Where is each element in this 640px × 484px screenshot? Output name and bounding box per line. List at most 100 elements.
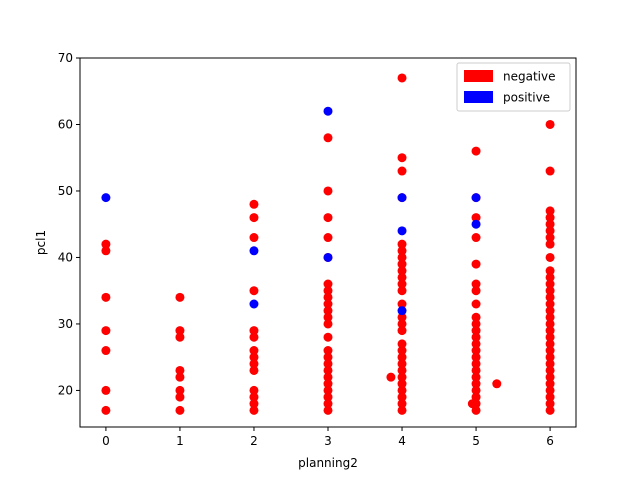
negative-point <box>249 392 259 402</box>
y-axis-ticks: 20 30 40 50 60 70 <box>58 51 80 397</box>
negative-point <box>323 306 333 316</box>
negative-point <box>545 213 555 223</box>
negative-point <box>323 372 333 382</box>
negative-point <box>545 226 555 236</box>
negative-point <box>545 392 555 402</box>
positive-point <box>323 106 333 116</box>
negative-point <box>249 213 259 223</box>
negative-point <box>101 346 111 356</box>
x-tick-label: 1 <box>176 434 184 448</box>
x-tick-label: 5 <box>472 434 480 448</box>
negative-point <box>101 246 111 256</box>
negative-point <box>545 372 555 382</box>
negative-point <box>545 292 555 302</box>
negative-point <box>545 312 555 322</box>
y-tick-label: 40 <box>58 250 73 264</box>
negative-point <box>545 272 555 282</box>
negative-point <box>323 312 333 322</box>
negative-point <box>397 153 407 163</box>
negative-point <box>397 339 407 349</box>
negative-point <box>397 392 407 402</box>
negative-point <box>545 379 555 389</box>
negative-point <box>545 385 555 395</box>
negative-point <box>545 252 555 262</box>
negative-point <box>545 319 555 329</box>
negative-point <box>471 286 481 296</box>
negative-point <box>397 352 407 362</box>
negative-point <box>386 372 396 382</box>
negative-point <box>397 266 407 276</box>
negative-point <box>323 319 333 329</box>
negative-point <box>249 405 259 415</box>
negative-point <box>397 405 407 415</box>
negative-point <box>471 312 481 322</box>
negative-point <box>397 272 407 282</box>
negative-point <box>545 332 555 342</box>
x-tick-label: 6 <box>546 434 554 448</box>
negative-point <box>545 266 555 276</box>
negative-point <box>249 352 259 362</box>
legend-swatch-negative <box>464 70 493 82</box>
negative-point <box>397 326 407 336</box>
y-tick-label: 70 <box>58 51 73 65</box>
negative-point <box>471 372 481 382</box>
negative-point <box>471 359 481 369</box>
negative-point <box>101 385 111 395</box>
negative-point <box>471 346 481 356</box>
positive-point <box>471 219 481 229</box>
negative-point <box>545 166 555 176</box>
negative-point <box>397 365 407 375</box>
positive-point <box>397 193 407 203</box>
negative-point <box>471 326 481 336</box>
negative-point <box>249 199 259 209</box>
negative-point <box>397 359 407 369</box>
negative-point <box>323 186 333 196</box>
negative-point <box>323 365 333 375</box>
negative-point <box>323 379 333 389</box>
legend-label-negative: negative <box>503 70 555 84</box>
positive-point <box>397 226 407 236</box>
negative-point <box>545 339 555 349</box>
x-tick-label: 0 <box>102 434 110 448</box>
negative-point <box>471 339 481 349</box>
negative-point <box>471 299 481 309</box>
negative-point <box>471 146 481 156</box>
negative-point <box>397 299 407 309</box>
negative-point <box>323 405 333 415</box>
negative-point <box>545 299 555 309</box>
negative-point <box>397 286 407 296</box>
negative-point <box>397 312 407 322</box>
negative-point <box>397 346 407 356</box>
negative-point <box>545 346 555 356</box>
negative-point <box>323 385 333 395</box>
negative-point <box>323 286 333 296</box>
negative-point <box>175 292 185 302</box>
negative-point <box>323 346 333 356</box>
negative-point <box>471 279 481 289</box>
negative-point <box>175 332 185 342</box>
negative-point <box>249 385 259 395</box>
negative-point <box>175 372 185 382</box>
negative-point <box>545 279 555 289</box>
negative-point <box>397 166 407 176</box>
negative-point <box>249 286 259 296</box>
negative-point <box>249 346 259 356</box>
negative-point <box>545 306 555 316</box>
negative-point <box>323 233 333 243</box>
negative-point <box>397 385 407 395</box>
positive-point <box>397 306 407 316</box>
negative-point <box>323 352 333 362</box>
y-tick-label: 50 <box>58 184 73 198</box>
negative-point <box>323 399 333 409</box>
y-axis-label: pcl1 <box>34 230 48 255</box>
points-layer <box>101 73 555 415</box>
negative-point <box>175 392 185 402</box>
negative-point <box>471 352 481 362</box>
negative-point <box>545 206 555 216</box>
positive-point <box>249 246 259 256</box>
negative-point <box>397 239 407 249</box>
negative-point <box>471 365 481 375</box>
negative-point <box>492 379 502 389</box>
negative-point <box>323 359 333 369</box>
